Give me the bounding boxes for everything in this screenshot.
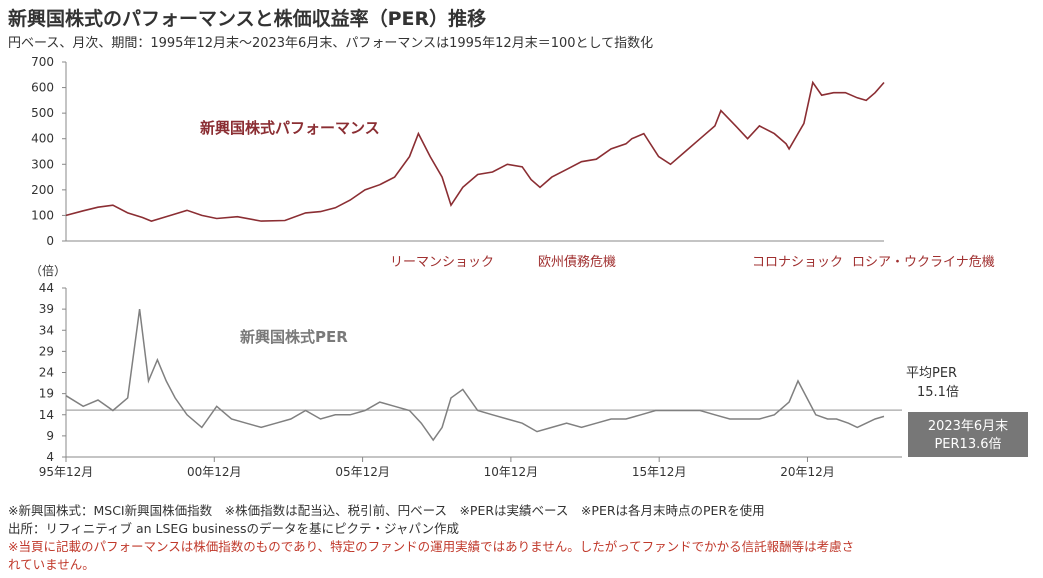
performance-y-ticks: 0 100 200 300 400 500 600 700: [31, 55, 66, 248]
per-y-tick-7: 39: [39, 302, 54, 316]
latest-per-box: 2023年6月末 PER13.6倍: [908, 412, 1028, 457]
event-label-1: 欧州債務危機: [538, 255, 616, 270]
per-series-line: [65, 309, 885, 442]
latest-box-line2: PER13.6倍: [934, 437, 1001, 452]
average-per-value: 15.1倍: [917, 385, 959, 400]
per-y-tick-2: 14: [39, 408, 54, 422]
event-label-0: リーマンショック: [390, 255, 494, 270]
performance-y-tick-3: 300: [31, 157, 54, 171]
average-per-label: 平均PER: [906, 366, 957, 381]
chart-subtitle: 円ベース、月次、期間：1995年12月末～2023年6月末、パフォーマンスは19…: [8, 36, 654, 51]
footnote-source: 出所：リフィニティブ an LSEG businessのデータを基にピクテ・ジャ…: [8, 521, 459, 536]
performance-y-tick-7: 700: [31, 55, 54, 69]
per-y-tick-6: 34: [39, 323, 54, 337]
event-label-3: ロシア・ウクライナ危機: [852, 255, 995, 270]
event-label-2: コロナショック: [752, 255, 843, 270]
footnote-line-1: ※新興国株式：MSCI新興国株価指数 ※株価指数は配当込、税引前、円ベース ※P…: [8, 503, 765, 518]
performance-y-tick-2: 200: [31, 183, 54, 197]
performance-y-tick-5: 500: [31, 106, 54, 120]
performance-series-line: [65, 80, 885, 222]
performance-y-tick-4: 400: [31, 132, 54, 146]
per-series-label: 新興国株式PER: [240, 328, 348, 346]
per-y-ticks: 4 9 14 19 24 29 34 39 44: [39, 281, 66, 464]
latest-box-line1: 2023年6月末: [928, 419, 1008, 434]
per-y-tick-8: 44: [39, 281, 54, 295]
per-y-tick-1: 9: [46, 429, 54, 443]
footnote-disclaimer-2: れていません。: [8, 557, 95, 572]
performance-y-tick-1: 100: [31, 208, 54, 222]
x-tick-2: 05年12月: [335, 465, 390, 479]
performance-y-tick-6: 600: [31, 81, 54, 95]
footnote-disclaimer-1: ※当頁に記載のパフォーマンスは株価指数のものであり、特定のファンドの運用実績では…: [8, 539, 855, 554]
footnotes: ※新興国株式：MSCI新興国株価指数 ※株価指数は配当込、税引前、円ベース ※P…: [8, 502, 854, 574]
performance-y-tick-0: 0: [46, 234, 54, 248]
x-tick-3: 10年12月: [484, 465, 539, 479]
per-y-tick-3: 19: [39, 387, 54, 401]
per-y-tick-5: 29: [39, 344, 54, 358]
performance-axis: [65, 62, 884, 242]
x-ticks: 95年12月 00年12月 05年12月 10年12月 15年12月 20年12月: [39, 457, 835, 479]
event-labels: リーマンショック 欧州債務危機 コロナショック ロシア・ウクライナ危機: [390, 255, 995, 270]
x-tick-5: 20年12月: [780, 465, 835, 479]
x-tick-1: 00年12月: [187, 465, 242, 479]
performance-series-label: 新興国株式パフォーマンス: [200, 119, 380, 137]
per-y-tick-0: 4: [46, 450, 54, 464]
x-tick-4: 15年12月: [632, 465, 687, 479]
x-tick-0: 95年12月: [39, 465, 94, 479]
per-axis: [65, 288, 902, 458]
per-y-tick-4: 24: [39, 366, 54, 380]
per-y-unit: （倍）: [30, 263, 66, 278]
chart-title: 新興国株式のパフォーマンスと株価収益率（PER）推移: [8, 8, 487, 30]
